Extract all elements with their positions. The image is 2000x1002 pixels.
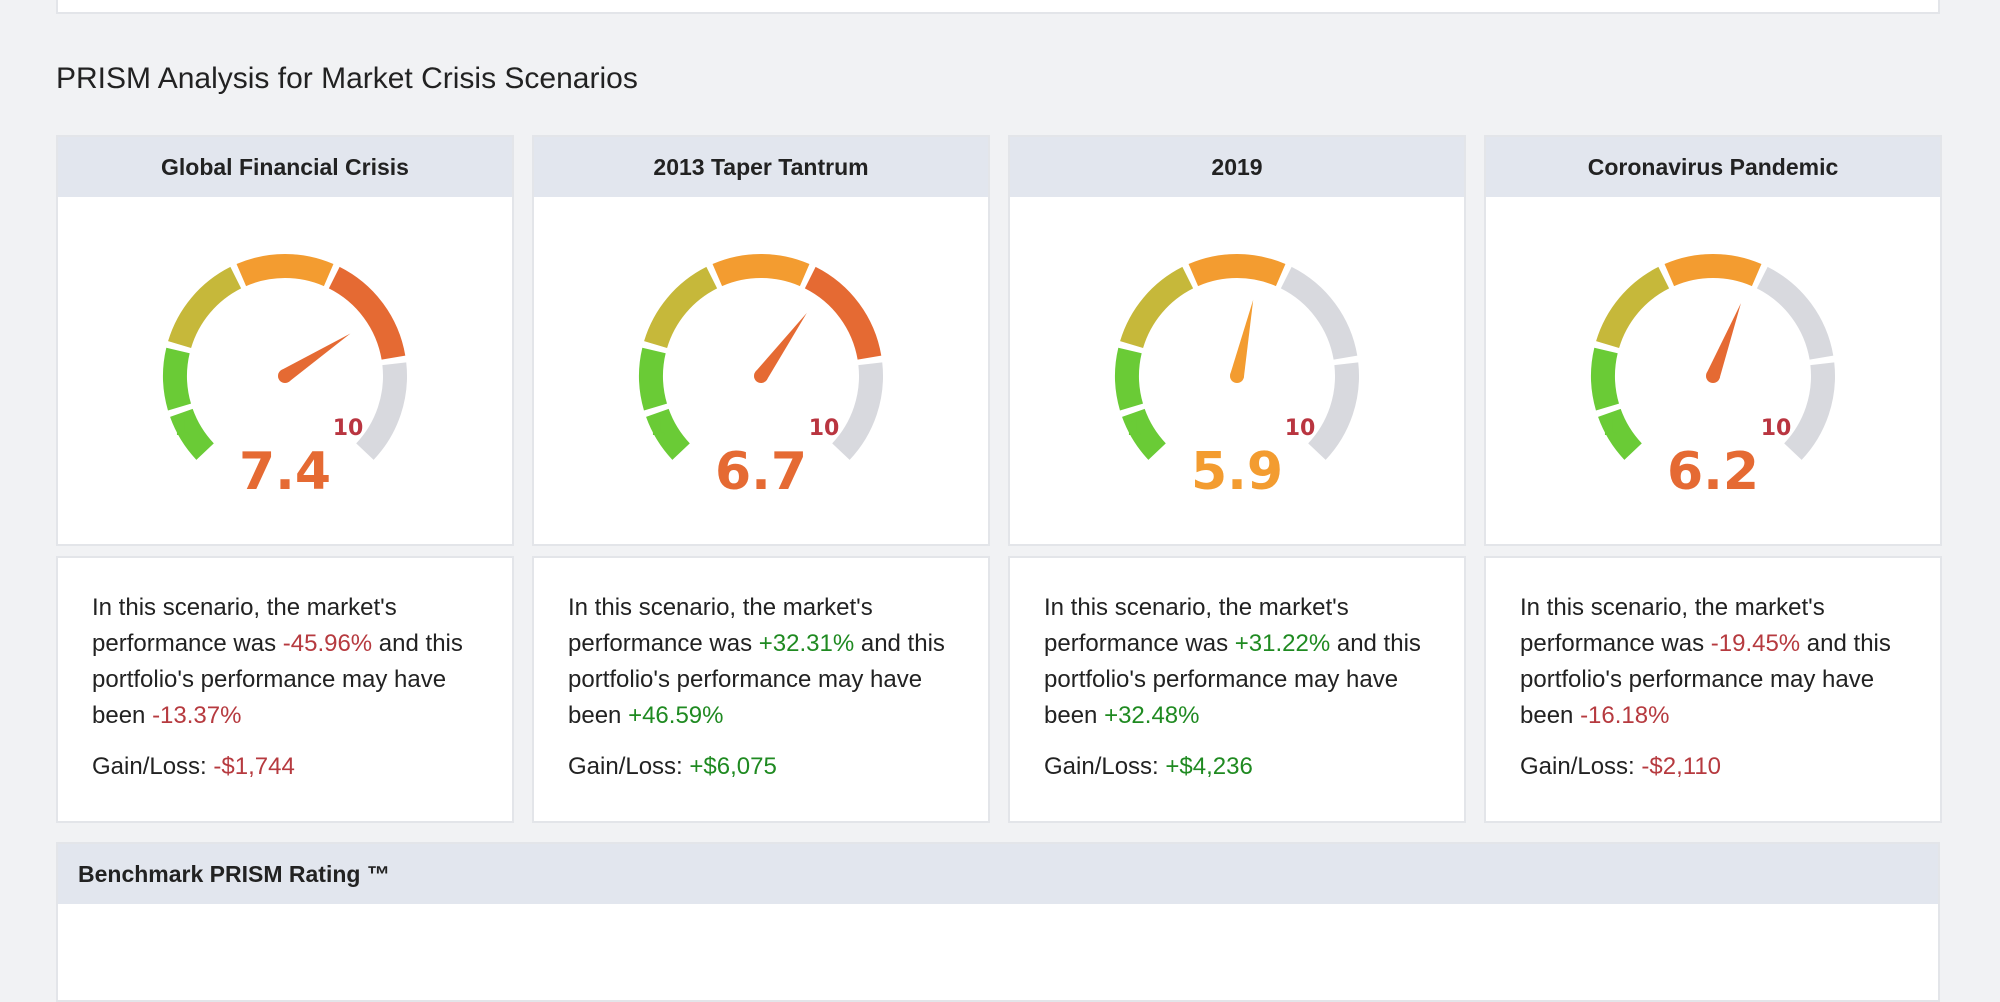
gauge-needle (1706, 303, 1741, 379)
gauge-segment-high (804, 266, 882, 361)
section-title: PRISM Analysis for Market Crisis Scenari… (56, 62, 638, 95)
gauge-segment-low (1115, 347, 1144, 411)
gauge-segment-high (328, 266, 406, 361)
gauge-segment-elevated (712, 254, 810, 287)
gain-loss-label: Gain/Loss: (92, 753, 214, 780)
gauge-score: 5.9 (1191, 442, 1283, 502)
description-text: In this scenario, the market's performan… (568, 594, 873, 657)
gauge-max-label: 10 (333, 416, 364, 441)
gauge-card-2019: 2019 1 10 5.9 (1008, 135, 1466, 546)
description-text: and this portfolio's performance may hav… (1044, 630, 1421, 729)
portfolio-performance: -16.18% (1580, 702, 1670, 729)
gauge-min-label: 1 (650, 416, 665, 441)
gauge-needle (1230, 299, 1254, 378)
gauge-segment-very-high (1307, 362, 1359, 460)
risk-gauge: 1 10 5.9 (1115, 254, 1359, 502)
gauge-segment-low (163, 347, 192, 411)
description-text: and this portfolio's performance may hav… (1520, 630, 1891, 729)
gauge-segment-very-low (1598, 408, 1643, 460)
risk-gauge: 1 10 6.7 (639, 254, 883, 502)
portfolio-performance: -13.37% (152, 702, 242, 729)
description-text: In this scenario, the market's performan… (1044, 594, 1349, 657)
gain-loss: Gain/Loss: -$2,110 (1520, 749, 1906, 785)
gauge-segment-elevated (236, 254, 334, 287)
scenario-summary: In this scenario, the market's performan… (532, 556, 990, 823)
gauge-max-label: 10 (1761, 416, 1792, 441)
scenario-title: Coronavirus Pandemic (1486, 137, 1940, 197)
scenario-description: In this scenario, the market's performan… (568, 590, 954, 734)
gain-loss-value: +$6,075 (689, 753, 777, 780)
risk-gauge: 1 10 6.2 (1591, 254, 1835, 502)
gauge-needle (281, 333, 351, 382)
gauge-card-coronavirus-pandemic: Coronavirus Pandemic 1 10 6.2 (1484, 135, 1942, 546)
description-text: and this portfolio's performance may hav… (92, 630, 463, 729)
gauge-segment-elevated (1188, 254, 1286, 287)
gauge-segment-very-low (170, 408, 215, 460)
gain-loss-label: Gain/Loss: (1520, 753, 1642, 780)
portfolio-performance: +32.48% (1104, 702, 1200, 729)
gauge-card-taper-tantrum: 2013 Taper Tantrum 1 10 6.7 (532, 135, 990, 546)
scenario-summary: In this scenario, the market's performan… (1484, 556, 1942, 823)
gain-loss-label: Gain/Loss: (1044, 753, 1166, 780)
gauge-hub (1230, 369, 1244, 383)
gauge-segment-very-high (831, 362, 883, 460)
gauge-segment-very-high (355, 362, 407, 460)
scenario-title: 2013 Taper Tantrum (534, 137, 988, 197)
gauge-segment-very-low (1122, 408, 1167, 460)
scenario-description: In this scenario, the market's performan… (1044, 590, 1430, 734)
scenario-title: 2019 (1010, 137, 1464, 197)
gauge-score: 6.2 (1667, 442, 1759, 502)
gain-loss-value: -$1,744 (213, 753, 295, 780)
gauge-segment-very-high (1783, 362, 1835, 460)
gauge-segment-high (1756, 266, 1834, 361)
scenario-description: In this scenario, the market's performan… (1520, 590, 1906, 734)
scenario-title: Global Financial Crisis (58, 137, 512, 197)
gauge-needle (755, 312, 807, 381)
gauge-min-label: 1 (1602, 416, 1617, 441)
gain-loss-value: +$4,236 (1165, 753, 1253, 780)
gauge-max-label: 10 (809, 416, 840, 441)
gauge-segment-moderate (644, 266, 718, 349)
gauge-hub (278, 369, 292, 383)
gauge-hub (754, 369, 768, 383)
previous-panel (56, 0, 1940, 14)
market-performance: +32.31% (758, 630, 855, 657)
gauge-segment-moderate (168, 266, 242, 349)
gauge-segment-very-low (646, 408, 691, 460)
gain-loss-label: Gain/Loss: (568, 753, 690, 780)
gain-loss: Gain/Loss: +$6,075 (568, 749, 954, 785)
description-text: and this portfolio's performance may hav… (568, 630, 945, 729)
gauge-segment-low (639, 347, 668, 411)
gauge-min-label: 1 (1126, 416, 1141, 441)
portfolio-performance: +46.59% (628, 702, 724, 729)
market-performance: -19.45% (1710, 630, 1801, 657)
gain-loss-value: -$2,110 (1641, 753, 1722, 780)
gauge-card-global-financial-crisis: Global Financial Crisis 1 10 7.4 (56, 135, 514, 546)
market-performance: -45.96% (282, 630, 373, 657)
scenario-summary: In this scenario, the market's performan… (1008, 556, 1466, 823)
scenario-description: In this scenario, the market's performan… (92, 590, 478, 734)
gauge-score: 7.4 (239, 442, 331, 502)
gauge-min-label: 1 (174, 416, 189, 441)
benchmark-title: Benchmark PRISM Rating ™ (58, 844, 1938, 904)
gauge-segment-elevated (1664, 254, 1762, 287)
gauge-segment-high (1280, 266, 1358, 361)
market-performance: +31.22% (1234, 630, 1331, 657)
benchmark-panel: Benchmark PRISM Rating ™ (56, 842, 1940, 1002)
gauge-segment-low (1591, 347, 1620, 411)
gauge-score: 6.7 (715, 442, 807, 502)
gauge-segment-moderate (1596, 266, 1670, 349)
gauge-hub (1706, 369, 1720, 383)
risk-gauge: 1 10 7.4 (163, 254, 407, 502)
gain-loss: Gain/Loss: -$1,744 (92, 749, 478, 785)
description-text: In this scenario, the market's performan… (92, 594, 397, 657)
description-text: In this scenario, the market's performan… (1520, 594, 1825, 657)
scenario-summary: In this scenario, the market's performan… (56, 556, 514, 823)
gauge-segment-moderate (1120, 266, 1194, 349)
gauge-max-label: 10 (1285, 416, 1316, 441)
gain-loss: Gain/Loss: +$4,236 (1044, 749, 1430, 785)
